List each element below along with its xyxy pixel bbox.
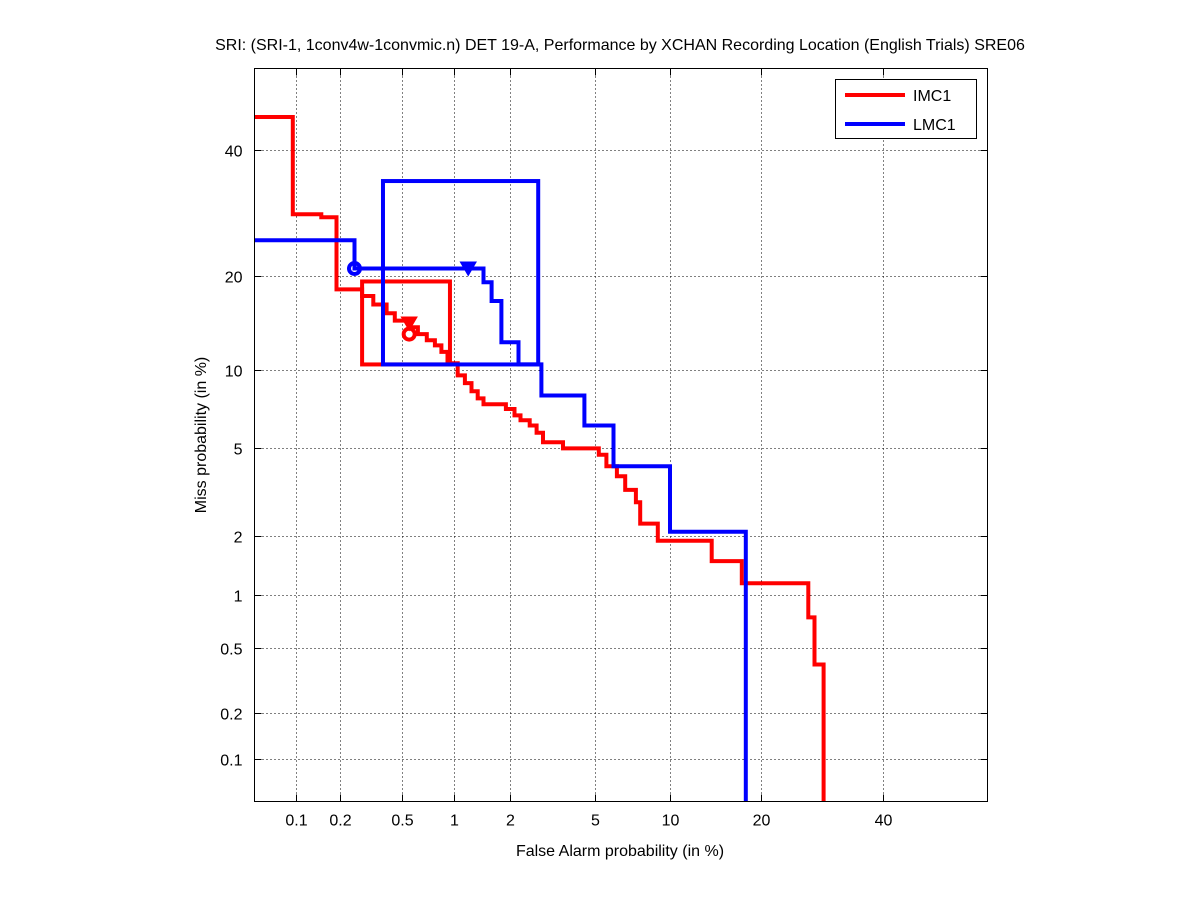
- y-tick-label: 0.1: [220, 753, 242, 770]
- y-tick-label: 1: [234, 589, 243, 606]
- x-tick-label: 5: [591, 813, 600, 830]
- actual-dcf-marker-lmc1: [459, 261, 477, 277]
- y-tick-label: 20: [225, 270, 243, 287]
- y-tick-label: 40: [225, 144, 243, 161]
- y-tick-label: 10: [225, 364, 243, 381]
- confidence-box-lmc1: [380, 179, 541, 367]
- x-tick-label: 20: [753, 813, 771, 830]
- x-axis-label: False Alarm probability (in %): [516, 843, 724, 860]
- series-lmc1: [254, 179, 748, 802]
- series-layer: [254, 115, 826, 802]
- y-tick-label: 0.2: [220, 707, 242, 724]
- legend-label-lmc1: LMC1: [913, 117, 956, 134]
- x-tick-label: 1: [450, 813, 459, 830]
- x-tick-label: 0.2: [329, 813, 351, 830]
- x-tick-label: 2: [506, 813, 515, 830]
- x-tick-label: 40: [875, 813, 893, 830]
- y-tick-label: 2: [234, 530, 243, 547]
- y-axis-label: Miss probability (in %): [193, 357, 210, 513]
- legend: IMC1 LMC1: [835, 79, 977, 139]
- series-line-lmc1: [254, 238, 748, 802]
- series-line-imc1: [254, 115, 826, 802]
- actual-dcf-marker-imc1: [400, 316, 418, 332]
- legend-label-imc1: IMC1: [913, 88, 951, 105]
- x-tick-label: 0.5: [391, 813, 413, 830]
- min-dcf-marker-lmc1: [347, 260, 363, 276]
- legend-box: [835, 79, 977, 139]
- y-tick-label: 0.5: [220, 642, 242, 659]
- tick-layer: 0.1 0.2 0.5 1 2 5 10 20 40 0.1 0.2 0.5 1 2 5 10 20 40: [220, 68, 988, 830]
- x-tick-label: 10: [662, 813, 680, 830]
- chart-title: SRI: (SRI-1, 1conv4w-1convmic.n) DET 19-…: [215, 37, 1025, 54]
- grid-lines: [254, 68, 988, 802]
- x-tick-label: 0.1: [285, 813, 307, 830]
- y-tick-label: 5: [234, 442, 243, 459]
- plot-frame: [254, 68, 988, 802]
